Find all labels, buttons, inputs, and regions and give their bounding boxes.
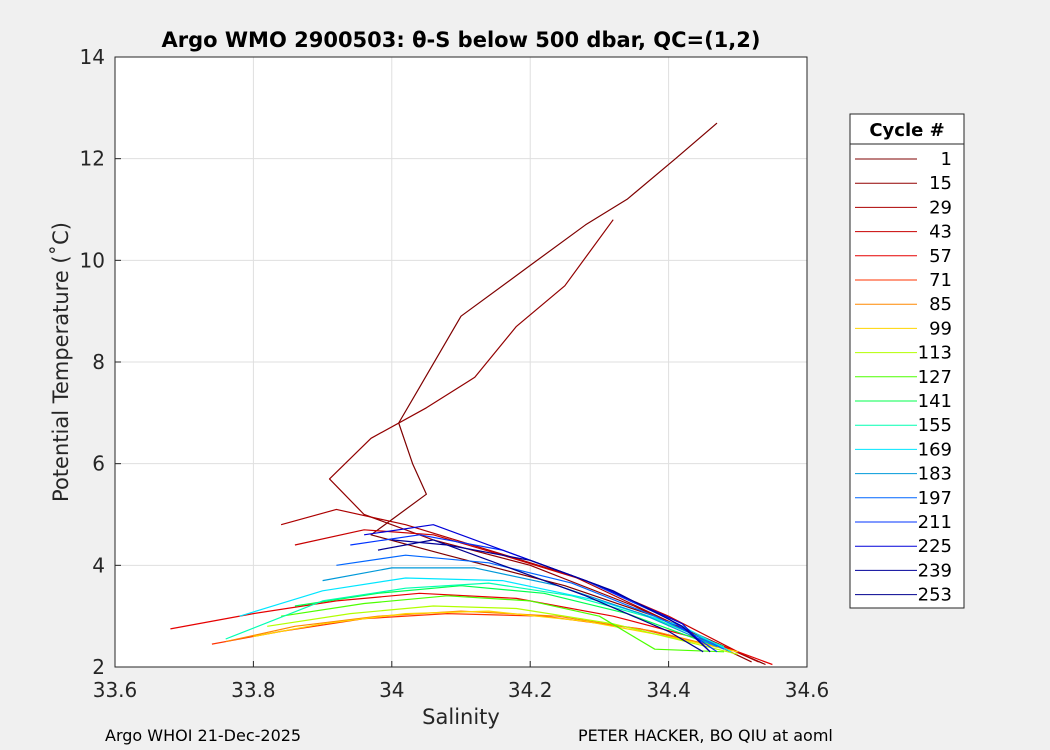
x-tick-label: 33.8 bbox=[231, 678, 276, 702]
legend-label-43: 43 bbox=[929, 222, 952, 243]
series-line-cycle-113 bbox=[267, 605, 738, 655]
legend-label-127: 127 bbox=[918, 367, 952, 388]
legend-label-239: 239 bbox=[918, 560, 952, 581]
series-line-cycle-141 bbox=[294, 585, 711, 645]
series-line-cycle-1 bbox=[370, 122, 766, 666]
legend-label-253: 253 bbox=[918, 585, 952, 606]
y-axis-label: Potential Temperature (˚C) bbox=[49, 222, 73, 502]
legend-label-141: 141 bbox=[918, 391, 952, 412]
legend-label-169: 169 bbox=[918, 439, 952, 460]
legend: Cycle # 1 15 29 43 57 71 85 99 113 127 141 155 169 18… bbox=[849, 113, 965, 609]
legend-label-113: 113 bbox=[918, 343, 952, 364]
y-tick-labels: 2 4 6 8 10 12 14 bbox=[80, 45, 105, 679]
legend-label-183: 183 bbox=[918, 464, 952, 485]
legend-items: 1 15 29 43 57 71 85 99 113 127 141 155 169 183 197 211 2… bbox=[855, 149, 952, 606]
legend-label-71: 71 bbox=[929, 270, 952, 291]
legend-title: Cycle # bbox=[869, 120, 944, 141]
x-axis-label: Salinity bbox=[422, 705, 500, 729]
legend-label-29: 29 bbox=[929, 197, 952, 218]
y-tick-label: 12 bbox=[80, 147, 105, 171]
legend-label-197: 197 bbox=[918, 488, 952, 509]
series-line-cycle-29 bbox=[280, 508, 759, 663]
series-line-cycle-253 bbox=[377, 539, 704, 653]
x-tick-label: 34.2 bbox=[508, 678, 553, 702]
legend-label-225: 225 bbox=[918, 536, 952, 557]
series-line-cycle-127 bbox=[281, 595, 725, 653]
series-line-cycle-239 bbox=[391, 539, 711, 653]
legend-label-211: 211 bbox=[918, 512, 952, 533]
x-tick-label: 34.6 bbox=[785, 678, 830, 702]
series-line-cycle-155 bbox=[225, 582, 725, 648]
series-line-cycle-183 bbox=[322, 567, 718, 648]
footer-left: Argo WHOI 21-Dec-2025 bbox=[105, 726, 301, 745]
y-tick-label: 14 bbox=[80, 45, 105, 69]
legend-label-99: 99 bbox=[929, 318, 952, 339]
legend-label-1: 1 bbox=[941, 149, 952, 170]
y-tick-label: 10 bbox=[80, 248, 105, 272]
legend-label-155: 155 bbox=[918, 415, 952, 436]
series-line-cycle-85 bbox=[225, 610, 738, 653]
y-tick-label: 8 bbox=[92, 350, 105, 374]
chart-title: Argo WMO 2900503: θ-S below 500 dbar, QC… bbox=[162, 28, 761, 52]
y-tick-label: 6 bbox=[92, 452, 105, 476]
legend-label-15: 15 bbox=[929, 173, 952, 194]
y-tick-label: 4 bbox=[92, 553, 105, 577]
data-lines bbox=[170, 122, 773, 666]
x-tick-label: 33.6 bbox=[93, 678, 138, 702]
y-tick-label: 2 bbox=[92, 655, 105, 679]
legend-box bbox=[849, 113, 965, 609]
x-tick-labels: 33.6 33.8 34 34.2 34.4 34.6 bbox=[93, 678, 830, 702]
plot-frame bbox=[114, 56, 808, 668]
series-line-cycle-15 bbox=[328, 219, 752, 663]
series-line-cycle-99 bbox=[253, 610, 738, 653]
x-tick-label: 34 bbox=[379, 678, 404, 702]
legend-label-85: 85 bbox=[929, 294, 952, 315]
footer-right: PETER HACKER, BO QIU at aoml bbox=[578, 726, 833, 745]
x-tick-label: 34.4 bbox=[646, 678, 691, 702]
series-line-cycle-197 bbox=[336, 554, 725, 650]
legend-label-57: 57 bbox=[929, 246, 952, 267]
